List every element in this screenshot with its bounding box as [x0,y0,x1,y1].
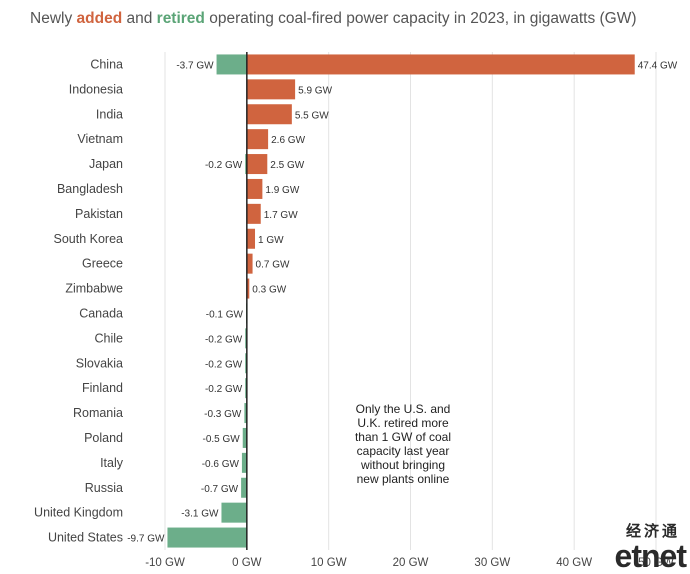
category-label: Japan [89,157,123,171]
retired-bar [245,353,247,374]
category-label: China [90,57,123,71]
retired-bar [245,328,247,349]
value-label: -0.1 GW [206,309,244,320]
added-bar [246,253,253,274]
category-label: Indonesia [69,82,123,96]
category-label: Romania [73,406,123,420]
category-label: India [96,107,123,121]
category-label: Chile [95,331,124,345]
added-bar [246,154,268,175]
annotation-line: U.K. retired more [357,416,449,430]
value-label: -0.2 GW [205,334,243,345]
value-label: -3.1 GW [181,509,219,520]
category-label: Zimbabwe [65,282,123,296]
value-label: -0.5 GW [203,434,241,445]
category-labels: China Indonesia India Vietnam Japan Banglades… [34,57,124,544]
title-retired-word: retired [156,10,205,27]
category-label: South Korea [54,232,124,246]
value-label: 1.7 GW [264,210,298,221]
retired-bar [241,477,247,498]
retired-bar [245,378,247,399]
x-tick-label: 30 GW [474,557,510,569]
value-label: 1.9 GW [265,185,299,196]
value-label: -0.2 GW [205,160,243,171]
added-bar [246,278,250,299]
category-label: Vietnam [77,132,123,146]
value-label: 0.3 GW [252,285,286,296]
retired-bar [245,154,247,175]
category-label: Canada [79,306,123,320]
annotation-line: capacity last year [357,444,450,458]
annotation-line: than 1 GW of coal [355,430,451,444]
title-added-word: added [76,10,123,27]
value-label: -3.7 GW [176,60,214,71]
title-part1: Newly [30,10,77,27]
x-tick-label: 20 GW [393,557,429,569]
bars [167,54,635,548]
added-bar [246,54,635,75]
title-part2: and [122,10,157,27]
added-bar [246,79,296,100]
value-label: 1 GW [258,235,284,246]
category-label: United Kingdom [34,506,123,520]
category-label: Poland [84,431,123,445]
added-bar [246,203,261,224]
retired-bar [241,452,247,473]
added-bar [246,228,256,249]
retired-bar [242,427,247,448]
x-axis-tick-labels: -10 GW 0 GW 10 GW 20 GW 30 GW 40 GW 50 GW [145,557,674,569]
watermark-logo: etnet [614,538,687,574]
added-bar [246,178,263,199]
category-label: Greece [82,257,123,271]
category-label: United States [48,531,123,545]
annotation-line: new plants online [357,472,450,486]
value-label: 2.6 GW [271,135,305,146]
retired-bar [221,502,247,523]
retired-bar [216,54,247,75]
value-label: 47.4 GW [638,60,678,71]
value-label: -9.7 GW [127,534,165,545]
added-bar [246,129,269,150]
value-label: 2.5 GW [270,160,304,171]
annotation-text: Only the U.S. and U.K. retired more than 1… [355,402,451,486]
x-tick-label: -10 GW [145,557,185,569]
chart-title: Newly added and retired operating coal-f… [30,10,637,28]
category-label: Pakistan [75,207,123,221]
category-label: Finland [82,381,123,395]
annotation-line: Only the U.S. and [356,402,451,416]
value-label: 0.7 GW [256,260,290,271]
value-labels: 47.4 GW -3.7 GW 5.9 GW 5.5 GW 2.6 GW 2.5 GW -0… [127,60,678,544]
retired-bar [244,403,247,424]
value-label: -0.6 GW [202,459,240,470]
watermark-chinese: 经济通 [625,523,680,540]
retired-bar [167,527,247,548]
etnet-watermark: 经济通 etnet [614,520,687,574]
x-tick-label: 40 GW [556,557,592,569]
value-label: -0.2 GW [205,384,243,395]
value-label: -0.7 GW [201,484,239,495]
gridlines [164,52,657,550]
value-label: 5.5 GW [295,110,329,121]
title-part3: operating coal-fired power capacity in 2… [204,10,637,27]
category-label: Bangladesh [57,182,123,196]
value-label: 5.9 GW [298,85,332,96]
x-tick-label: 50 GW [638,557,674,569]
value-label: -0.3 GW [204,409,242,420]
category-label: Italy [100,456,124,470]
x-tick-label: 10 GW [311,557,347,569]
value-label: -0.2 GW [205,359,243,370]
category-label: Russia [85,481,123,495]
annotation-line: without bringing [360,458,445,472]
x-tick-label: 0 GW [232,557,262,569]
category-label: Slovakia [76,356,123,370]
added-bar [246,104,292,125]
